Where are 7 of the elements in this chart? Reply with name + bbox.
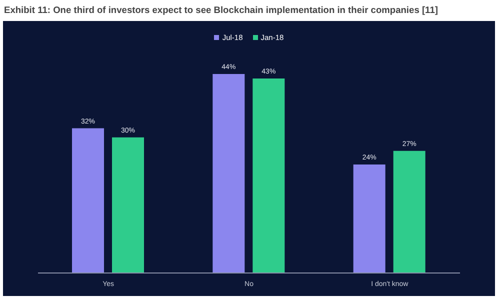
bar: [112, 137, 144, 273]
chart-title: Exhibit 11: One third of investors expect to see Blockchain implementation in their companies [11]: [3, 4, 439, 17]
bar: [393, 150, 426, 273]
bar: [252, 78, 285, 273]
bar: [212, 74, 245, 273]
bar: [353, 164, 386, 273]
bar: [72, 128, 104, 273]
